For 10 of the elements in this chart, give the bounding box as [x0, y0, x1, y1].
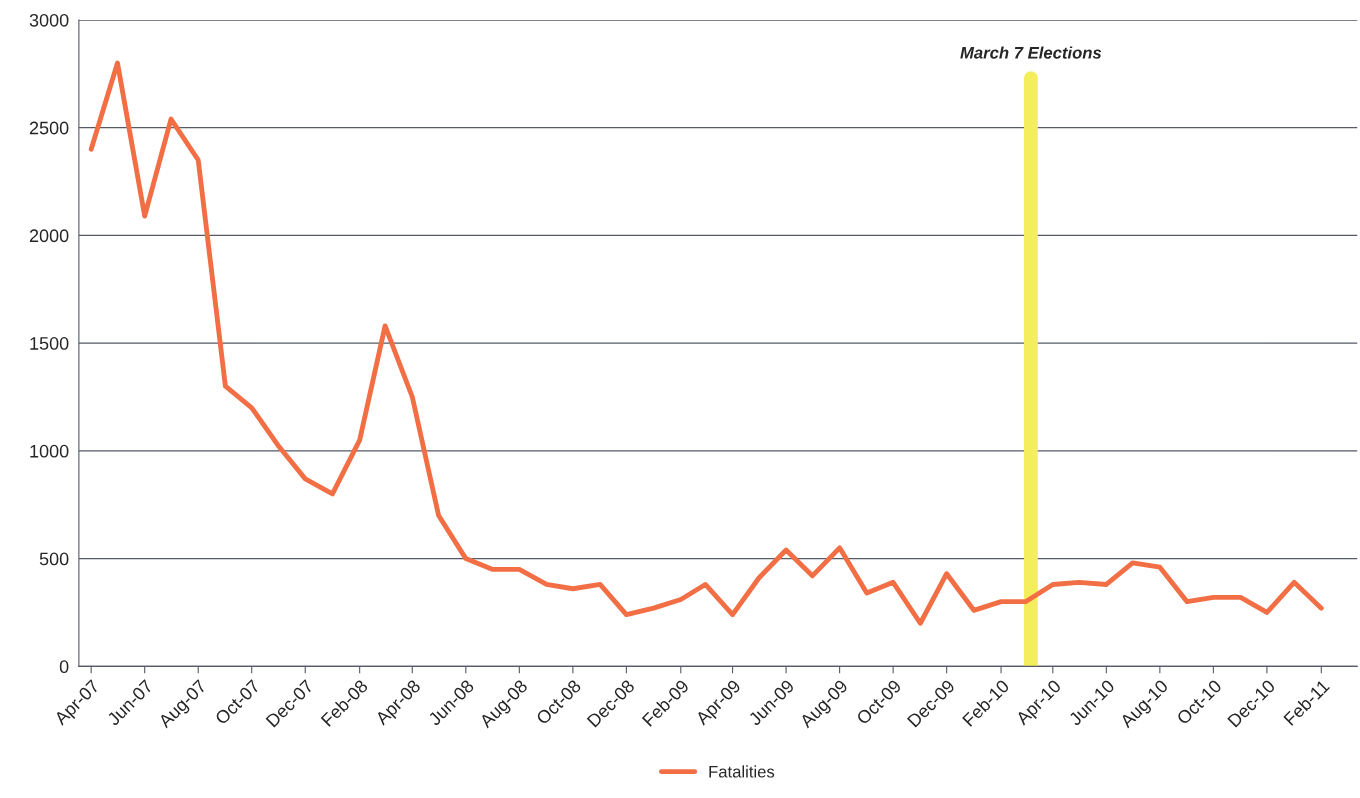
y-tick-label: 2500 — [29, 121, 69, 135]
y-tick-label: 1000 — [30, 444, 69, 458]
y-tick-label: 500 — [39, 552, 69, 566]
legend-label: Fatalities — [709, 765, 775, 778]
line-series — [88, 60, 1324, 626]
y-tick-label: 2000 — [29, 229, 69, 243]
y-tick-label: 3000 — [29, 13, 69, 27]
y-tick-label: 0 — [59, 660, 69, 674]
y-tick-label: 1500 — [30, 337, 69, 350]
ref-line-label: March 7 Elections — [960, 46, 1102, 59]
